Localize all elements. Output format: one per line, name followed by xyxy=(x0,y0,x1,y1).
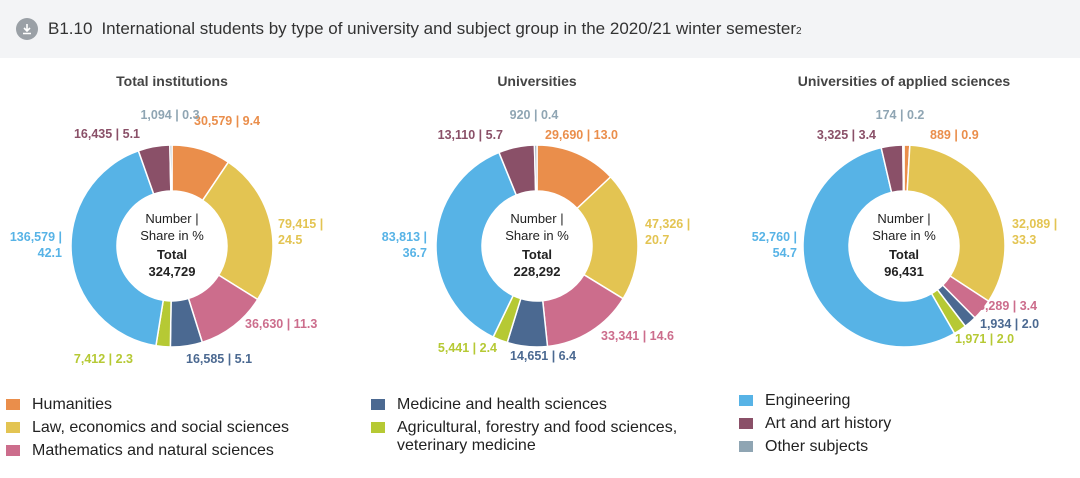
center-total-value: 324,729 xyxy=(149,264,196,279)
legend-label: Art and art history xyxy=(765,415,892,432)
center-total-label: Total xyxy=(889,247,919,262)
slice-other[interactable] xyxy=(169,144,173,192)
slice-law[interactable] xyxy=(201,161,274,301)
slice-label-engineering: 83,813 | 36.7 xyxy=(382,230,427,260)
slice-other[interactable] xyxy=(533,144,538,192)
slice-other[interactable] xyxy=(902,144,905,192)
legend-label: Engineering xyxy=(765,392,851,409)
legend-swatch xyxy=(371,422,385,433)
download-icon xyxy=(23,24,31,35)
slice-label-art: 16,435 | 5.1 xyxy=(74,127,140,141)
chart-title: Total institutions xyxy=(116,73,228,89)
slice-engineering[interactable] xyxy=(435,151,518,339)
legend-swatch xyxy=(739,418,753,429)
slice-label-law: 79,415 | 24.5 xyxy=(278,217,323,247)
legend-swatch xyxy=(6,399,20,410)
slice-label-law: 32,089 | 33.3 xyxy=(1012,217,1057,247)
legend-label: Mathematics and natural sciences xyxy=(32,442,274,459)
center-share-label: Share in % xyxy=(505,228,569,243)
slice-label-engineering: 136,579 | 42.1 xyxy=(10,230,62,260)
slice-label-humanities: 29,690 | 13.0 xyxy=(545,128,618,142)
slice-label-engineering: 52,760 | 54.7 xyxy=(752,230,797,260)
legend-label: Humanities xyxy=(32,396,113,413)
figure-header: B1.10 International students by type of … xyxy=(0,0,1080,58)
legend-label: Law, economics and social sciences xyxy=(32,419,290,436)
donut-chart-universities: Universities 29,690 | 13.0 47,326 | 20.7 33,… xyxy=(382,73,690,363)
slice-label-humanities: 30,579 | 9.4 xyxy=(194,114,260,128)
slice-label-other: 1,094 | 0.3 xyxy=(140,108,199,122)
slice-label-art: 13,110 | 5.7 xyxy=(438,128,503,142)
figure-title: B1.10 International students by type of … xyxy=(48,19,802,39)
donut-charts: Total institutions 30,579 | 9.4 79,415 | 24… xyxy=(10,73,1057,366)
legend-item-medicine[interactable]: Medicine and health sciences xyxy=(371,396,607,414)
slice-label-medicine: 16,585 | 5.1 xyxy=(186,352,252,366)
legend-swatch xyxy=(739,441,753,452)
slice-label-medicine: 14,651 | 6.4 xyxy=(510,349,576,363)
slice-label-other: 920 | 0.4 xyxy=(510,108,559,122)
slice-label-math: 33,341 | 14.6 xyxy=(601,329,674,343)
slice-engineering[interactable] xyxy=(70,149,165,347)
figure-code: B1.10 xyxy=(48,19,93,38)
legend-item-law[interactable]: Law, economics and social sciences xyxy=(6,419,289,437)
slice-label-math: 3,289 | 3.4 xyxy=(978,299,1037,313)
footnote-marker: 2 xyxy=(796,26,802,37)
chart-title: Universities of applied sciences xyxy=(798,73,1011,89)
slice-label-other: 174 | 0.2 xyxy=(876,108,925,122)
donut-chart-total-institutions: Total institutions 30,579 | 9.4 79,415 | 24… xyxy=(10,73,323,366)
slice-label-medicine: 1,934 | 2.0 xyxy=(980,317,1039,331)
chart-title: Universities xyxy=(497,73,577,89)
center-number-label: Number | xyxy=(145,211,198,226)
center-total-label: Total xyxy=(157,247,187,262)
center-share-label: Share in % xyxy=(140,228,204,243)
legend-label: Medicine and health sciences xyxy=(397,396,607,413)
donut-chart-universities-of-applied-sciences: Universities of applied sciences 889 | 0.… xyxy=(752,73,1057,348)
legend-label: Agricultural, forestry and food sciences… xyxy=(397,419,678,454)
legend-item-engineering[interactable]: Engineering xyxy=(739,392,850,410)
legend-swatch xyxy=(6,422,20,433)
center-share-label: Share in % xyxy=(872,228,936,243)
legend-item-other[interactable]: Other subjects xyxy=(739,438,868,456)
legend-swatch xyxy=(6,445,20,456)
legend-item-math[interactable]: Mathematics and natural sciences xyxy=(6,442,274,460)
slice-engineering[interactable] xyxy=(802,146,956,348)
legend-label: Other subjects xyxy=(765,438,869,455)
slice-label-math: 36,630 | 11.3 xyxy=(245,317,317,331)
slice-label-art: 3,325 | 3.4 xyxy=(817,128,876,142)
center-total-label: Total xyxy=(522,247,552,262)
center-total-value: 96,431 xyxy=(884,264,924,279)
legend-item-humanities[interactable]: Humanities xyxy=(6,396,112,414)
slice-law[interactable] xyxy=(906,144,1006,303)
center-number-label: Number | xyxy=(877,211,930,226)
legend-item-agri[interactable]: Agricultural, forestry and food sciences… xyxy=(371,419,677,455)
center-number-label: Number | xyxy=(510,211,563,226)
slice-label-agri: 5,441 | 2.4 xyxy=(438,341,497,355)
figure-title-text: International students by type of univer… xyxy=(101,19,797,38)
slice-label-agri: 1,971 | 2.0 xyxy=(955,332,1014,346)
slice-label-agri: 7,412 | 2.3 xyxy=(74,352,133,366)
legend-item-art[interactable]: Art and art history xyxy=(739,415,891,433)
center-total-value: 228,292 xyxy=(514,264,561,279)
legend-swatch xyxy=(739,395,753,406)
slice-label-law: 47,326 | 20.7 xyxy=(645,217,690,247)
legend-swatch xyxy=(371,399,385,410)
slice-label-humanities: 889 | 0.9 xyxy=(930,128,979,142)
download-button[interactable] xyxy=(16,18,38,40)
